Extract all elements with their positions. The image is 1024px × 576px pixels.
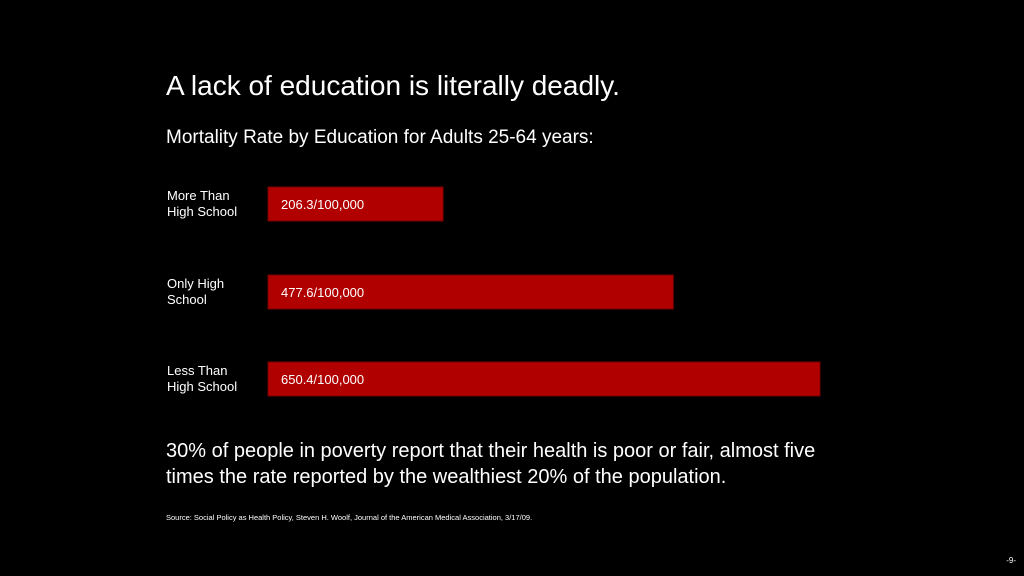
- bar-value-label: 206.3/100,000: [281, 197, 364, 212]
- source-citation: Source: Social Policy as Health Policy, …: [166, 513, 533, 522]
- chart-title: Mortality Rate by Education for Adults 2…: [166, 127, 594, 148]
- slide-title: A lack of education is literally deadly.: [166, 70, 620, 101]
- bar-value-label: 477.6/100,000: [281, 285, 364, 300]
- bar-value-label: 650.4/100,000: [281, 372, 364, 387]
- bar: [267, 274, 674, 310]
- poverty-health-note: 30% of people in poverty report that the…: [166, 440, 816, 488]
- page-number: -9-: [1006, 556, 1016, 565]
- category-label: Only High School: [167, 276, 224, 307]
- category-label: More Than High School: [167, 188, 237, 219]
- bar: [267, 361, 821, 397]
- category-label: Less Than High School: [167, 363, 237, 394]
- bar: [267, 186, 444, 222]
